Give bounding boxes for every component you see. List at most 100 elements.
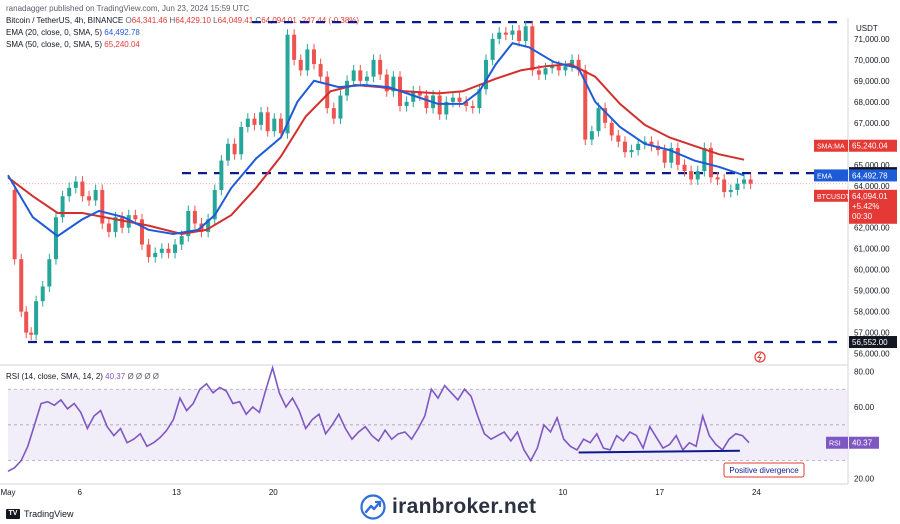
price-tag-value: 64,094.01 [852,192,888,201]
candle-body [40,286,45,302]
price-tag-name-bg [814,139,848,152]
candle-body [378,59,383,75]
price-tick-label: 62,000.00 [854,224,890,233]
candle-body [517,30,522,41]
candle-body [73,181,78,188]
divergence-annotation-box [723,462,805,478]
level-tag-label: 56,552.00 [852,338,888,347]
candle-body [503,32,508,35]
price-tick-label: 67,000.00 [854,119,890,128]
tradingview-footer[interactable]: TV TradingView [6,509,74,519]
candle-body [543,68,548,75]
candle-body [570,59,575,67]
time-tick-label: 10 [558,488,567,497]
candle-body [252,118,257,125]
candle-body [550,66,555,69]
candle-body [311,49,316,65]
candle-body [450,97,455,102]
publisher-line: ranadagger published on TradingView.com,… [6,4,250,13]
time-tick-label: 24 [752,488,761,497]
candle-body [139,219,144,245]
price-tick-label: 59,000.00 [854,287,890,296]
divergence-annotation: Positive divergence [729,466,799,475]
candle-body [702,147,707,172]
divergence-line [578,449,740,454]
candle-body [563,66,568,71]
candle-body [497,32,502,39]
candle-body [603,108,608,123]
candle-body [153,252,158,258]
candle-body [523,26,528,41]
candle-body [338,95,343,119]
rsi-tick-label: 80.00 [854,367,875,376]
ema-legend[interactable]: EMA (20, close, 0, SMA, 5) 64,492.78 [6,28,140,37]
rsi-tick-label: 60.00 [854,403,875,412]
candle-body [29,332,34,335]
candle-body [285,34,290,134]
rsi-legend-value: 40.37 [105,372,126,381]
ohlc-h-label: H [169,16,176,25]
price-tick-label: 61,000.00 [854,245,890,254]
candle-body [166,248,171,253]
trend-arrow-icon [360,494,386,520]
candle-body [331,108,336,119]
candle-body [24,311,29,333]
candle-body [417,91,422,96]
candle-body [437,95,442,115]
sma-legend-value: 65,240.04 [104,40,140,49]
candle-body [272,118,277,132]
candle-body [60,196,65,218]
price-tag-name: SMA:MA [817,144,845,151]
candle-body [345,80,350,96]
candle-body [292,34,297,60]
price-tag-extra: 00:30 [852,212,873,221]
candle-body [735,183,740,190]
price-tag-name-bg [814,189,848,202]
candle-body [444,101,449,115]
candle-body [305,49,310,71]
candle-body [629,150,634,153]
ohlc-close: 64,094.01 [261,16,297,25]
candle-body [34,301,39,335]
level-tag-bg [849,336,897,349]
tradingview-logo-icon: TV [6,509,20,519]
price-tick-label: 69,000.00 [854,77,890,86]
ohlc-o-label: O [125,16,132,25]
ohlc-low: 64,049.41 [217,16,254,25]
alert-icon [754,351,766,363]
candle-body [259,112,264,125]
price-tag-value-bg [849,139,897,152]
candle-body [113,217,118,232]
candle-body [364,76,369,81]
candle-body [715,177,720,180]
time-tick-label: 13 [172,488,181,497]
candle-body [87,196,92,201]
candle-body [232,143,237,155]
ohlc-open: 64,341.46 [131,16,168,25]
price-tick-label: 60,000.00 [854,266,890,275]
candle-body [510,30,515,35]
candle-body [589,131,594,140]
candle-body [53,217,58,260]
candle-body [722,179,727,193]
candle-body [47,259,52,287]
time-tick-label: May [0,488,15,497]
time-tick-label: 20 [269,488,278,497]
sma-legend[interactable]: SMA (50, close, 0, SMA, 5) 65,240.04 [6,40,140,49]
rsi-legend-extra: Ø Ø Ø Ø [127,372,159,381]
price-tick-label: 57,000.00 [854,329,890,338]
candle-body [351,70,356,81]
candle-body [93,189,98,201]
rsi-legend[interactable]: RSI (14, close, SMA, 14, 2) 40.37 Ø Ø Ø … [6,372,159,381]
time-tick-label: 6 [78,488,83,497]
candle-body [616,135,621,142]
price-tick-label: 65,000.00 [854,161,890,170]
candle-body [245,118,250,128]
candle-body [708,147,713,178]
candle-body [622,141,627,153]
candle-body [206,219,211,232]
ohlc-l-label: L [213,16,218,25]
candle-body [742,179,747,184]
candle-body [239,127,244,155]
